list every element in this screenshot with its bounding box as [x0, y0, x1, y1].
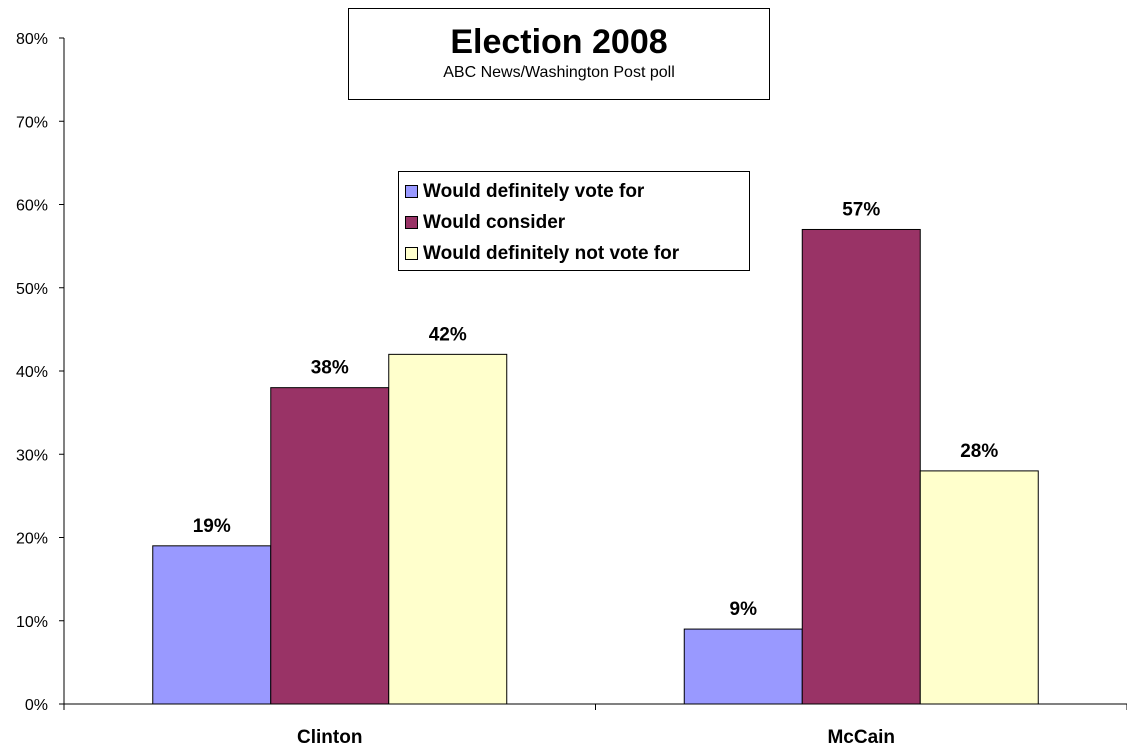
legend-item: Would definitely not vote for	[405, 238, 749, 269]
bar	[270, 387, 390, 705]
bar	[152, 545, 272, 705]
data-label: 57%	[842, 199, 880, 220]
chart-title-box: Election 2008 ABC News/Washington Post p…	[348, 8, 770, 100]
y-tick-label: 80%	[16, 31, 48, 48]
y-tick-label: 70%	[16, 114, 48, 131]
y-tick-label: 10%	[16, 614, 48, 631]
y-tick-label: 40%	[16, 364, 48, 381]
y-tick-label: 20%	[16, 531, 48, 548]
bar	[919, 470, 1039, 705]
legend-label: Would consider	[423, 211, 566, 233]
data-label: 38%	[311, 358, 349, 379]
legend-item: Would definitely vote for	[405, 176, 749, 207]
legend-swatch	[405, 216, 418, 229]
bar	[683, 628, 803, 705]
legend-swatch	[405, 185, 418, 198]
y-tick-label: 0%	[25, 697, 48, 714]
legend-swatch	[405, 247, 418, 260]
legend-item: Would consider	[405, 207, 749, 238]
data-label: 42%	[429, 324, 467, 345]
bars	[152, 228, 1039, 705]
chart-title: Election 2008	[450, 23, 668, 61]
x-tick-label: Clinton	[297, 727, 362, 748]
legend: Would definitely vote for Would consider…	[398, 171, 750, 271]
x-tick-label: McCain	[827, 727, 895, 748]
legend-label: Would definitely not vote for	[423, 242, 680, 264]
data-labels: 19% 38% 42% 9% 57% 28%	[193, 199, 999, 620]
legend-label: Would definitely vote for	[423, 180, 645, 202]
chart-subtitle: ABC News/Washington Post poll	[443, 64, 675, 81]
data-label: 28%	[960, 441, 998, 462]
data-label: 9%	[730, 599, 758, 620]
y-tick-label: 30%	[16, 447, 48, 464]
y-tick-label: 50%	[16, 281, 48, 298]
x-axis: Clinton McCain	[63, 703, 1127, 748]
data-label: 19%	[193, 516, 231, 537]
y-axis: 0% 10% 20% 30% 40% 50% 60% 70% 80%	[16, 31, 65, 714]
bar	[801, 228, 921, 705]
bar	[388, 353, 508, 705]
y-tick-label: 60%	[16, 198, 48, 215]
